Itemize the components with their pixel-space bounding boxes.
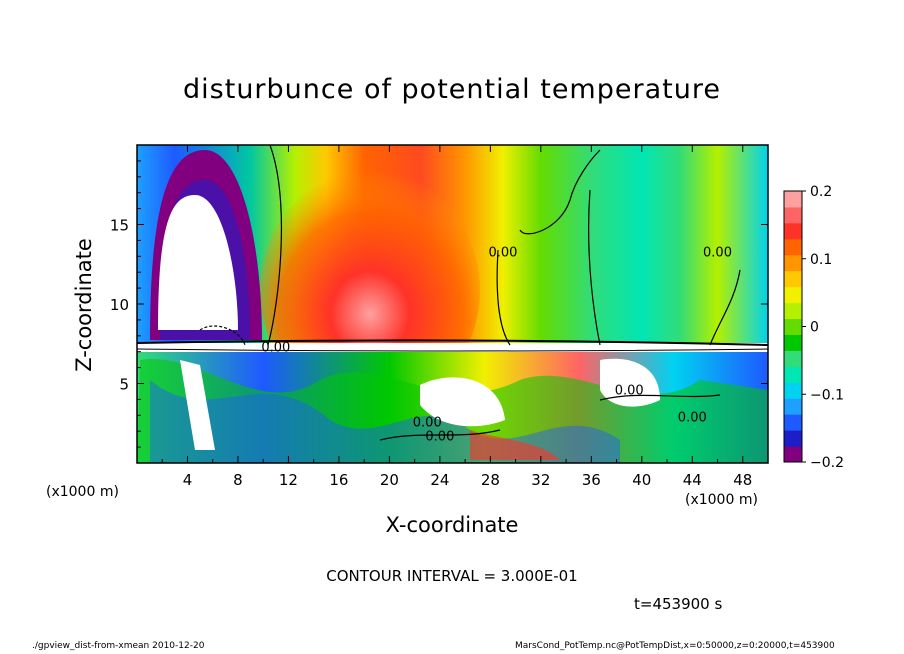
x-tick-label: 24 — [430, 471, 449, 489]
colorbar-swatch — [784, 398, 802, 415]
colorbar-swatch — [784, 238, 802, 256]
colorbar-tick-label: 0.1 — [810, 252, 832, 268]
x-tick-label: 44 — [683, 471, 702, 489]
colorbar-swatch — [784, 430, 802, 447]
time-label: t=453900 s — [634, 595, 723, 613]
x-tick-label: 40 — [632, 471, 651, 489]
colorbar-swatch — [784, 382, 802, 399]
x-unit-left: (x1000 m) — [46, 484, 119, 500]
x-tick-label: 36 — [582, 471, 601, 489]
colorbar-swatch — [784, 366, 802, 383]
contour-label: 0.00 — [703, 245, 732, 260]
colorbar-swatch — [784, 318, 802, 335]
colorbar-tick-label: −0.2 — [810, 455, 844, 471]
x-tick-label: 12 — [279, 471, 298, 489]
colorbar-swatch — [784, 254, 802, 272]
heatmap-field — [137, 145, 768, 463]
x-tick-label: 8 — [233, 471, 243, 489]
contour-label: 0.00 — [678, 411, 707, 426]
colorbar-swatch — [784, 270, 802, 288]
x-unit-right: (x1000 m) — [685, 492, 758, 508]
colorbar-swatch — [784, 222, 802, 240]
colorbar-swatch — [784, 414, 802, 431]
colorbar-tick-label: 0.2 — [810, 184, 832, 200]
colorbar: 0.2 0.1 0 −0.1 −0.2 — [783, 184, 844, 471]
x-tick-label: 20 — [380, 471, 399, 489]
chart-title: disturbunce of potential temperature — [183, 74, 721, 105]
colorbar-swatch — [784, 286, 802, 304]
colorbar-swatch — [784, 334, 802, 351]
contour-interval: CONTOUR INTERVAL = 3.000E-01 — [326, 567, 578, 585]
colorbar-swatch — [784, 206, 802, 224]
y-tick-label: 10 — [110, 296, 129, 314]
colorbar-tick-label: −0.1 — [810, 387, 844, 403]
footer-left: ./gpview_dist-from-xmean 2010-12-20 — [32, 641, 205, 651]
colorbar-swatch — [784, 191, 802, 208]
y-tick-label: 5 — [119, 376, 129, 394]
colorbar-swatch — [784, 302, 802, 320]
x-axis-label: X-coordinate — [385, 513, 519, 537]
contour-lines — [199, 145, 741, 441]
x-tick-label: 16 — [329, 471, 348, 489]
contour-label: 0.00 — [413, 415, 442, 430]
x-tick-label: 48 — [733, 471, 752, 489]
y-tick-label: 15 — [110, 217, 129, 235]
footer-right: MarsCond_PotTemp.nc@PotTempDist,x=0:5000… — [515, 641, 835, 651]
x-tick-label: 28 — [481, 471, 500, 489]
contour-label: 0.00 — [615, 384, 644, 399]
colorbar-swatch — [784, 350, 802, 367]
y-ticks: 5 10 15 — [110, 160, 768, 448]
x-tick-label: 4 — [183, 471, 193, 489]
contour-labels: 0.00 0.000.000.000.000.000.00 — [261, 245, 732, 444]
contour-label: 0.00 — [489, 245, 518, 260]
x-ticks: 4 8 12 16 20 24 28 32 36 40 44 48 — [161, 145, 752, 489]
contour-label: 0.00 — [425, 430, 454, 445]
x-tick-label: 32 — [531, 471, 550, 489]
colorbar-tick-label: 0 — [810, 320, 819, 336]
colorbar-swatch — [784, 446, 802, 463]
contour-label: 0.00 — [261, 341, 290, 356]
